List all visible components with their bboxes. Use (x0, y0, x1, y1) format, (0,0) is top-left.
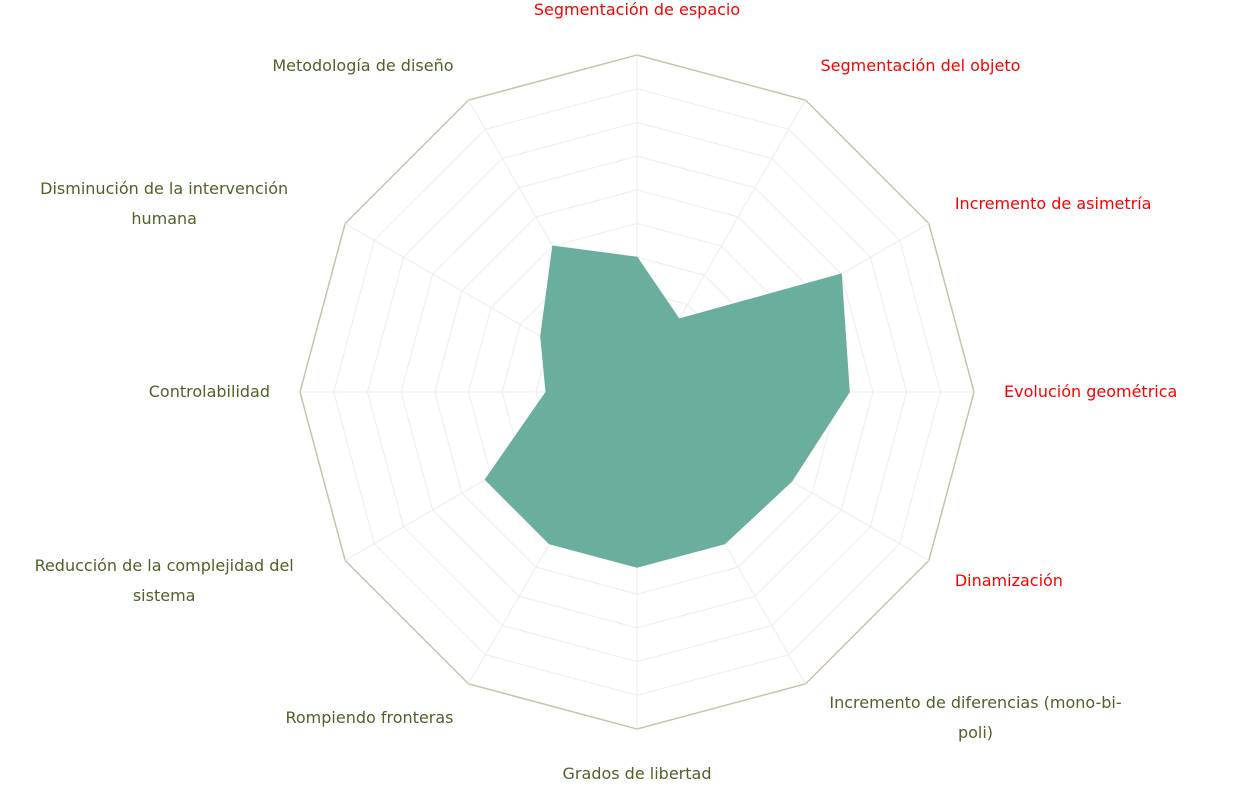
axis-label: Incremento de diferencias (mono-bi-poli) (829, 693, 1122, 743)
axis-label: Metodología de diseño (272, 55, 454, 75)
axis-label: Evolución geométrica (1004, 382, 1178, 401)
series-area (484, 245, 850, 568)
axis-label: Incremento de asimetría (954, 193, 1152, 213)
axis-label: Grados de libertad (562, 764, 712, 783)
axis-label: Disminución de la intervención humana (40, 178, 289, 228)
axis-label: Rompiendo fronteras (285, 708, 454, 728)
axis-label: Reducción de la complejidad del sistema (34, 555, 294, 605)
axis-label: Dinamización (954, 570, 1063, 590)
axis-label: Segmentación de espacio (533, 0, 741, 19)
axis-label: Segmentación del objeto (820, 55, 1021, 75)
axis-label: Controlabilidad (148, 382, 270, 401)
